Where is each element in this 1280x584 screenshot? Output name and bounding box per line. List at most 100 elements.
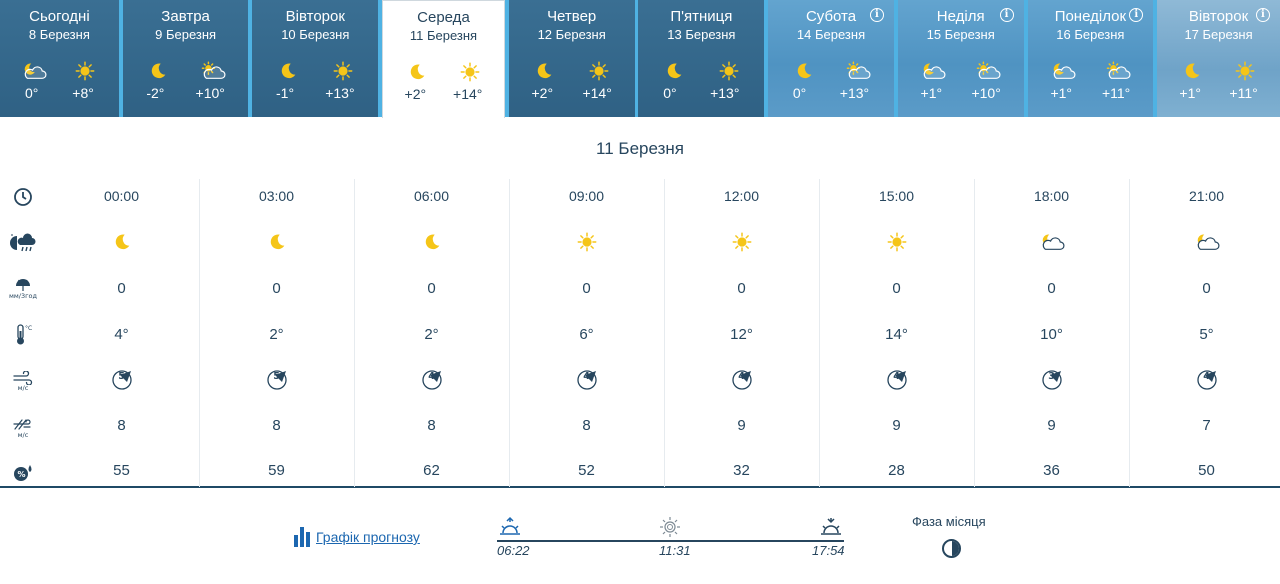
day-tab-date: 15 Березня: [926, 27, 995, 42]
day-tab-temp-min: +2°: [531, 85, 554, 101]
day-tab-name: Завтра: [161, 8, 210, 25]
hour-time: 18:00: [1033, 188, 1070, 204]
day-tab[interactable]: Завтра 9 Березня -2° +10°: [122, 0, 249, 117]
day-tab[interactable]: Вівторок 17 Березня +1° +11° i: [1157, 0, 1280, 117]
column-divider: [509, 179, 510, 487]
day-tab-name: Субота: [805, 8, 857, 25]
wind-gust-value: 8: [582, 416, 591, 434]
bar-chart-icon: [294, 527, 310, 547]
selected-day-title: 11 Березня: [596, 139, 684, 158]
wind-speed-value: 4: [893, 371, 900, 382]
day-tab-temp-max: +10°: [195, 85, 225, 101]
hour-column: 00:00 0 4° 5 8 55: [44, 179, 199, 487]
humidity-value: 62: [423, 461, 440, 479]
wind-direction-icon: 5: [266, 369, 288, 391]
day-tab-date: 10 Березня: [281, 27, 350, 42]
column-divider: [974, 179, 975, 487]
sunset-time: 17:54: [812, 543, 845, 558]
day-tab[interactable]: Вівторок 10 Березня -1° +13°: [252, 0, 379, 117]
humidity-value: 52: [578, 461, 595, 479]
moon-icon: [661, 60, 687, 82]
svg-text:°C: °C: [25, 325, 32, 332]
precipitation-value: 0: [737, 279, 746, 297]
sun-cloud-icon: [975, 60, 1001, 82]
precipitation-value: 0: [272, 279, 281, 297]
day-tab[interactable]: Субота 14 Березня 0° +13° i: [768, 0, 894, 117]
day-tab-temp-max: +13°: [839, 85, 870, 101]
hour-time: 06:00: [413, 188, 450, 204]
svg-text:%: %: [18, 470, 26, 479]
day-tab-temp-min: 0°: [24, 85, 39, 101]
day-tabs: Сьогодні 8 Березня 0° +8° Завтра 9 Берез…: [0, 0, 1280, 118]
day-tab[interactable]: Сьогодні 8 Березня 0° +8°: [0, 0, 119, 117]
day-tab-temp-min: +1°: [1050, 85, 1073, 101]
hour-column: 15:00 0 14° 4 9 28: [819, 179, 974, 487]
thermometer-icon: °C: [6, 318, 40, 352]
day-tab[interactable]: Середа 11 Березня +2° +14°: [382, 0, 505, 118]
hour-time: 00:00: [103, 188, 140, 204]
solar-noon-icon: [659, 516, 681, 538]
day-tab-temp-max: +13°: [710, 85, 740, 101]
day-tab[interactable]: Неділя 15 Березня +1° +10° i: [897, 0, 1024, 117]
tab-separator: [378, 0, 383, 117]
tab-separator: [634, 0, 639, 117]
hour-time: 21:00: [1188, 188, 1225, 204]
forecast-chart-link[interactable]: Графік прогнозу: [294, 527, 420, 547]
sun-icon: [72, 60, 98, 82]
moon-icon: [44, 227, 199, 257]
day-tab-temp-max: +14°: [453, 86, 483, 102]
day-tab-date: 12 Березня: [537, 27, 606, 42]
moon-icon: [199, 227, 354, 257]
wind-speed-value: 4: [738, 371, 745, 382]
humidity-value: 28: [888, 461, 905, 479]
day-tab-name: Середа: [417, 9, 470, 26]
day-tab[interactable]: Четвер 12 Березня +2° +14°: [508, 0, 635, 117]
precipitation-value: 0: [117, 279, 126, 297]
wind-speed-value: 4: [583, 371, 590, 382]
info-icon[interactable]: i: [869, 8, 884, 22]
wind-gust-value: 9: [737, 416, 746, 434]
temperature-value: 2°: [269, 325, 284, 343]
day-tab-name: Сьогодні: [29, 8, 90, 25]
day-tab-name: Понеділок: [1054, 8, 1127, 25]
day-tab[interactable]: П'ятниця 13 Березня 0° +13°: [638, 0, 765, 117]
hourly-forecast-table: мм/3год °C м/с м/с% 00:00 0 4° 5 8 55 03:00…: [0, 179, 1280, 488]
info-icon[interactable]: i: [1255, 8, 1270, 22]
forecast-chart-link-label: Графік прогнозу: [316, 529, 420, 545]
wind-gust-value: 8: [427, 416, 436, 434]
moon-cloud-icon: [1050, 60, 1076, 82]
hour-time: 12:00: [723, 188, 760, 204]
day-tab-temp-min: +1°: [1179, 85, 1201, 101]
tab-separator: [504, 0, 509, 117]
humidity-value: 55: [113, 461, 130, 479]
moon-icon: [275, 60, 301, 82]
row-unit-label: мм/3год: [8, 291, 38, 300]
day-tab-name: П'ятниця: [670, 8, 733, 25]
info-icon[interactable]: i: [999, 8, 1014, 22]
hour-column: 03:00 0 2° 5 8 59: [199, 179, 354, 487]
moon-cloud-icon: [974, 227, 1129, 257]
humidity-value: 32: [733, 461, 750, 479]
humidity-value: 36: [1043, 461, 1060, 479]
moon-icon: [145, 60, 171, 82]
wind-speed-value: 3: [1048, 371, 1055, 382]
day-tab[interactable]: Понеділок 16 Березня +1° +11° i: [1027, 0, 1154, 117]
humidity-value: 50: [1198, 461, 1215, 479]
wind-direction-icon: 4: [1196, 369, 1218, 391]
temperature-value: 12°: [730, 325, 753, 343]
sun-cloud-icon: [845, 60, 871, 82]
info-icon[interactable]: i: [1129, 8, 1144, 22]
day-tab-temp-max: +8°: [72, 85, 94, 101]
day-tab-date: 11 Березня: [409, 28, 478, 43]
sun-icon: [819, 227, 974, 257]
wind-gust-value: 8: [272, 416, 281, 434]
day-tab-date: 17 Березня: [1184, 27, 1253, 42]
sun-icon: [586, 60, 612, 82]
row-unit-label: м/с: [17, 430, 29, 439]
moon-icon: [531, 60, 557, 82]
day-tab-temp-max: +11°: [1229, 85, 1258, 101]
hour-column: 18:00 0 10° 3 9 36: [974, 179, 1129, 487]
tab-separator: [893, 0, 898, 117]
moon-phase-label: Фаза місяця: [912, 514, 986, 529]
wind-direction-icon: 5: [111, 369, 133, 391]
